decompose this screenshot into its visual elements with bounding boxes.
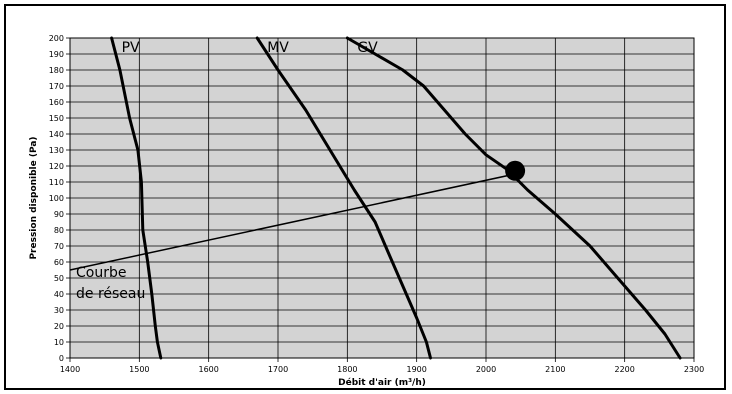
y-tick-label-180: 180 xyxy=(49,66,64,75)
y-tick-label-60: 60 xyxy=(54,258,64,267)
network-curve-line xyxy=(69,173,516,271)
x-tick-label-2000: 2000 xyxy=(476,365,496,374)
grid-lines xyxy=(66,37,695,362)
y-tick-label-10: 10 xyxy=(54,338,64,347)
fan-curve-mv xyxy=(255,36,432,360)
x-tick-label-1600: 1600 xyxy=(198,365,218,374)
y-tick-label-0: 0 xyxy=(59,354,64,363)
y-tick-label-40: 40 xyxy=(54,290,64,299)
x-axis-title: Débit d'air (m³/h) xyxy=(338,377,426,388)
x-tick-label-1400: 1400 xyxy=(60,365,80,374)
y-tick-label-20: 20 xyxy=(54,322,64,331)
x-tick-label-2200: 2200 xyxy=(614,365,634,374)
y-tick-label-100: 100 xyxy=(49,194,64,203)
curve-label-gv: GV xyxy=(357,40,378,56)
y-tick-label-120: 120 xyxy=(49,162,64,171)
x-tick-label-1500: 1500 xyxy=(129,365,149,374)
y-tick-label-70: 70 xyxy=(54,242,64,251)
y-tick-labels: 0 10 20 30 40 50 60 70 80 90 100 110 120 130 140 150 160… xyxy=(49,34,64,363)
operating-point-marker xyxy=(505,160,526,181)
y-tick-label-130: 130 xyxy=(49,146,64,155)
y-tick-label-90: 90 xyxy=(54,210,64,219)
y-tick-label-110: 110 xyxy=(49,178,64,187)
x-tick-labels: 1400 1500 1600 1700 1800 1900 2000 2100 2200 2300 xyxy=(60,365,704,374)
y-tick-label-190: 190 xyxy=(49,50,64,59)
x-tick-label-2100: 2100 xyxy=(545,365,565,374)
network-curve-label-line-2: de réseau xyxy=(76,286,145,302)
y-tick-label-80: 80 xyxy=(54,226,64,235)
x-tick-label-1800: 1800 xyxy=(337,365,357,374)
network-curve-label-line-1: Courbe xyxy=(76,265,126,281)
network-curve-group: Courbe de réseau xyxy=(69,160,526,302)
x-tick-label-1900: 1900 xyxy=(406,365,426,374)
curve-label-mv: MV xyxy=(267,40,289,56)
y-tick-label-150: 150 xyxy=(49,114,64,123)
x-tick-label-1700: 1700 xyxy=(268,365,288,374)
y-tick-label-160: 160 xyxy=(49,98,64,107)
y-axis-title: Pression disponible (Pa) xyxy=(29,136,39,259)
fan-curve-pv xyxy=(110,36,163,360)
y-tick-label-30: 30 xyxy=(54,306,64,315)
y-tick-label-200: 200 xyxy=(49,34,64,43)
y-tick-label-140: 140 xyxy=(49,130,64,139)
x-tick-label-2300: 2300 xyxy=(684,365,704,374)
chart-frame xyxy=(4,4,726,390)
y-tick-label-170: 170 xyxy=(49,82,64,91)
fan-curve-labels: PV MV GV xyxy=(122,40,379,56)
y-tick-label-50: 50 xyxy=(54,274,64,283)
curve-label-pv: PV xyxy=(122,40,140,56)
